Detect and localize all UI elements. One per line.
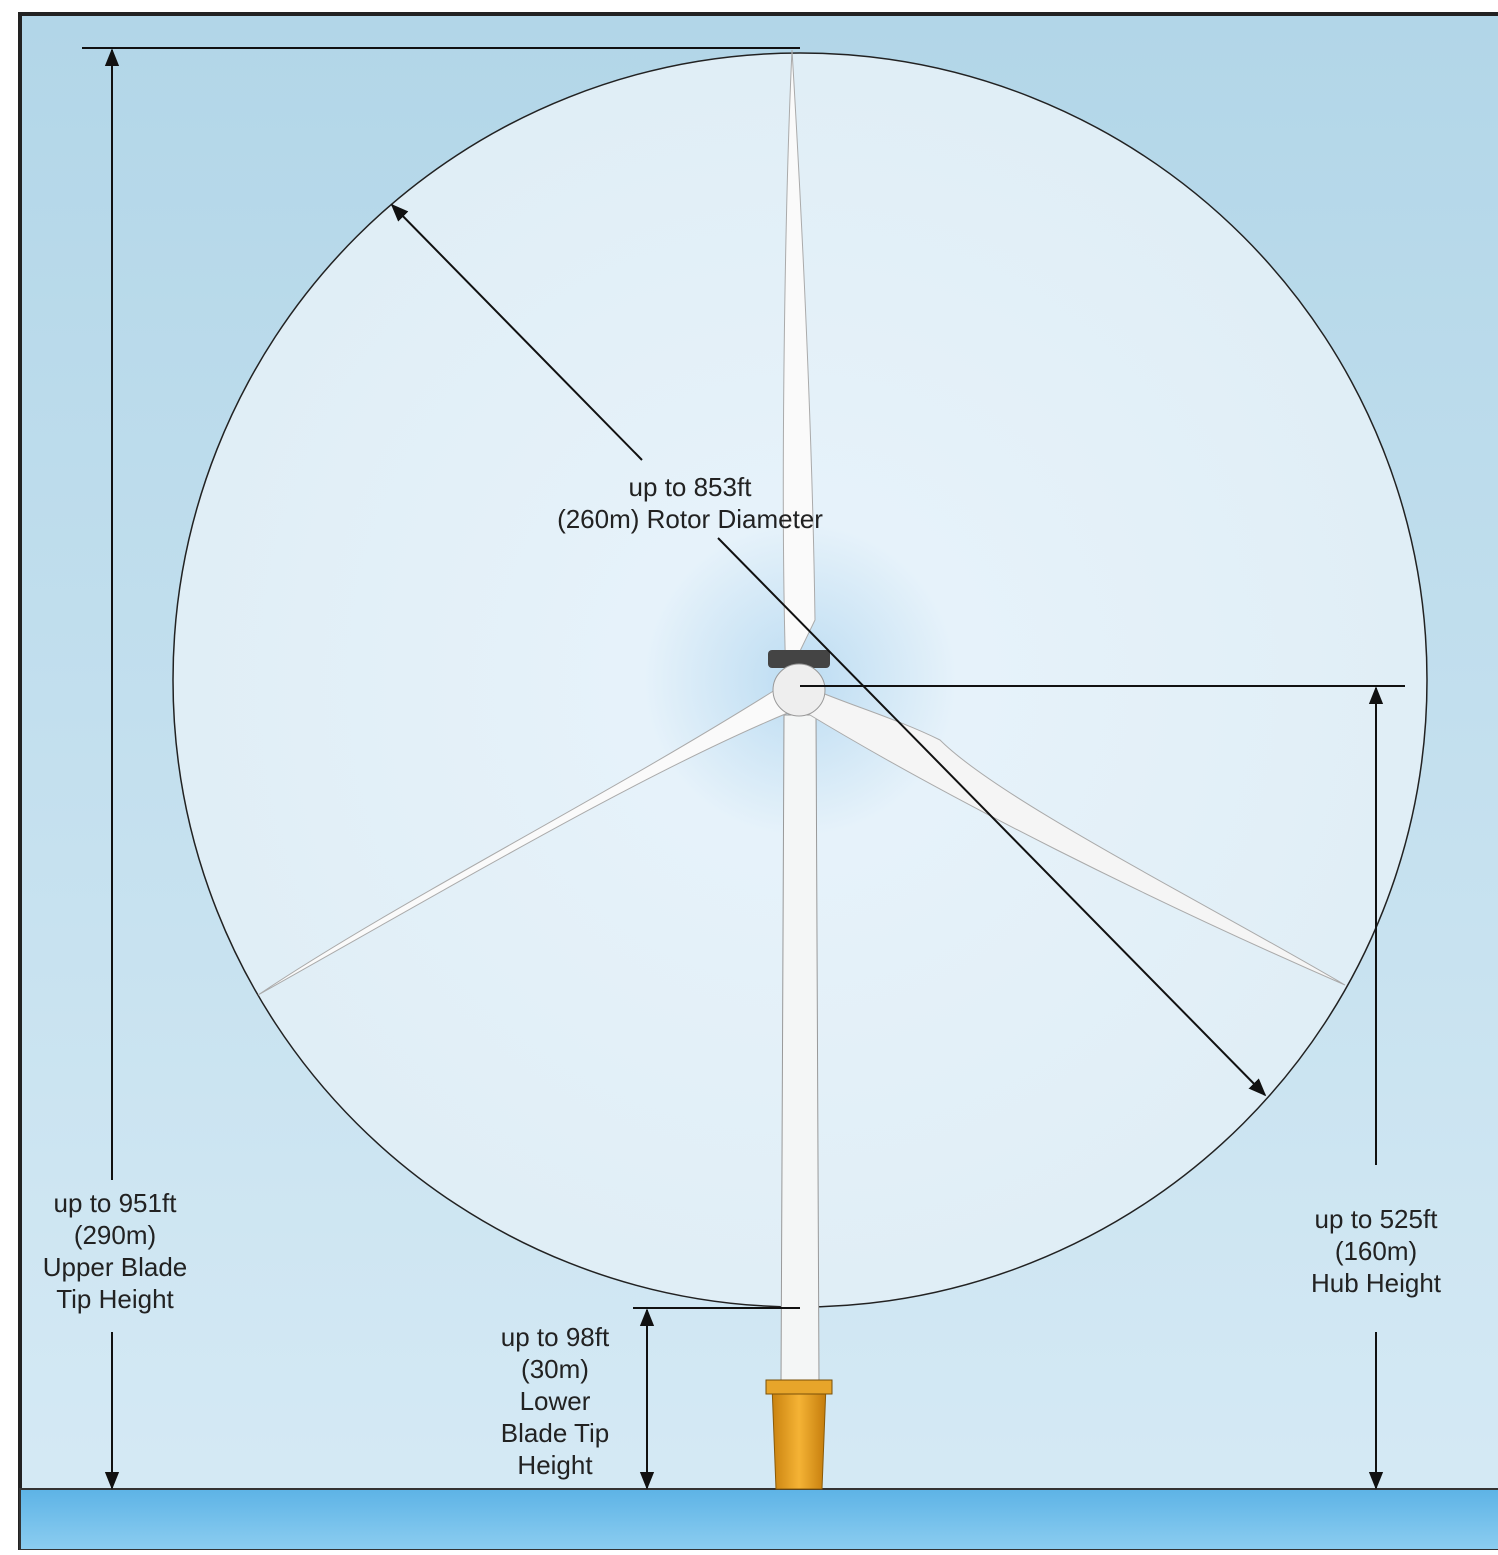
label: Height	[517, 1450, 593, 1480]
label: Lower	[520, 1386, 591, 1416]
hub	[772, 663, 826, 717]
label: (160m)	[1335, 1236, 1417, 1266]
label: Hub Height	[1311, 1268, 1442, 1298]
label: (290m)	[74, 1220, 156, 1250]
label: Tip Height	[56, 1284, 174, 1314]
label: Blade Tip	[501, 1418, 609, 1448]
nacelle	[768, 650, 830, 668]
arrow	[390, 203, 643, 461]
label: (30m)	[521, 1354, 589, 1384]
water	[19, 1488, 1498, 1551]
label: Upper Blade	[43, 1252, 188, 1282]
label: up to 525ft	[1315, 1204, 1439, 1234]
platform	[765, 1379, 833, 1395]
tower	[780, 714, 820, 1386]
label: (260m) Rotor Diameter	[557, 504, 823, 534]
label: up to 98ft	[501, 1322, 610, 1352]
label: up to 951ft	[54, 1188, 178, 1218]
label: up to 853ft	[629, 472, 753, 502]
arrow	[717, 537, 1267, 1097]
foundation	[771, 1384, 827, 1490]
